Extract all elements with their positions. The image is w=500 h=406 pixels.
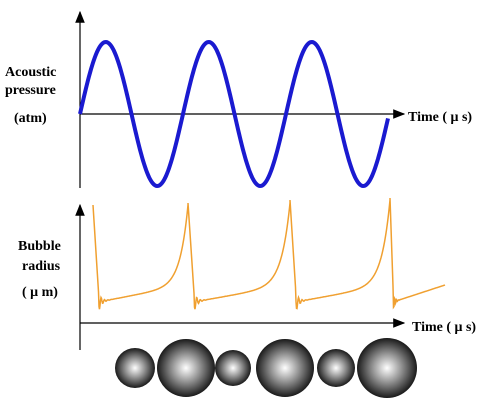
- y-label: Acoustic: [5, 65, 56, 80]
- y-unit: (atm): [14, 111, 47, 126]
- bubble: [157, 339, 215, 397]
- y-label: Bubble: [18, 239, 61, 254]
- bubble: [215, 350, 251, 386]
- bubble: [317, 349, 355, 387]
- y-label: radius: [22, 259, 61, 274]
- bubble: [256, 339, 314, 397]
- x-label: Time ( μ s): [408, 110, 472, 125]
- radius-curve: [92, 197, 446, 310]
- pressure-wave: [78, 39, 390, 189]
- x-label: Time ( μ s): [412, 320, 476, 335]
- y-unit: ( μ m): [22, 285, 58, 300]
- y-label: pressure: [5, 83, 56, 98]
- bubble: [115, 348, 155, 388]
- bubbles: [115, 338, 417, 398]
- bubble: [357, 338, 417, 398]
